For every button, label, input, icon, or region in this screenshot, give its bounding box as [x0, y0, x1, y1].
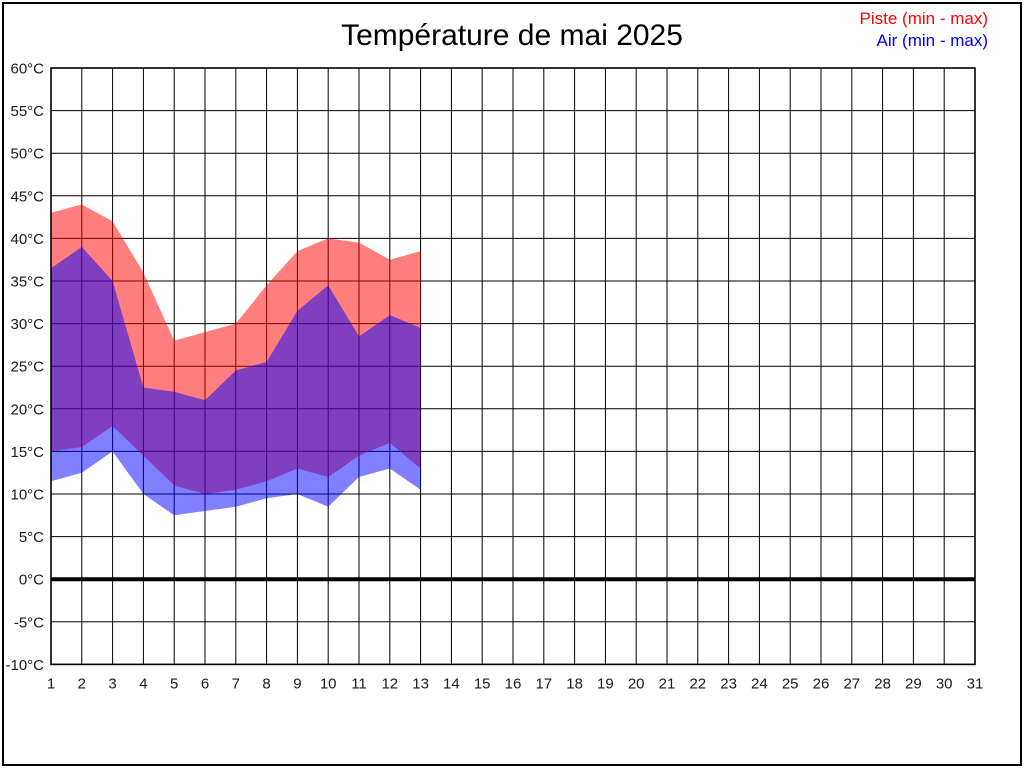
x-axis-label: 28	[874, 675, 891, 692]
x-axis-label: 13	[412, 675, 429, 692]
x-axis-label: 9	[293, 675, 301, 692]
y-axis-label: 0°C	[19, 572, 44, 589]
x-axis-label: 31	[967, 675, 984, 692]
x-axis-label: 25	[782, 675, 799, 692]
x-axis-label: 29	[905, 675, 922, 692]
y-axis-label: 35°C	[10, 274, 44, 291]
x-axis-label: 18	[566, 675, 583, 692]
y-axis-label: 45°C	[10, 188, 44, 205]
y-axis-label: 5°C	[19, 529, 44, 546]
x-axis-label: 11	[351, 675, 367, 692]
x-axis-label: 4	[139, 675, 147, 692]
x-axis-label: 26	[813, 675, 830, 692]
x-axis-label: 30	[936, 675, 953, 692]
plot-frame	[50, 67, 976, 666]
x-axis-label: 6	[201, 675, 209, 692]
x-axis-label: 3	[108, 675, 116, 692]
x-axis-label: 14	[443, 675, 460, 692]
legend: Piste (min - max) Air (min - max)	[860, 8, 988, 52]
x-axis-label: 23	[720, 675, 737, 692]
y-axis-label: 10°C	[10, 487, 44, 504]
y-axis-label: 50°C	[10, 146, 44, 163]
x-axis-label: 1	[47, 675, 55, 692]
x-axis-label: 17	[535, 675, 552, 692]
y-axis-label: 40°C	[10, 231, 44, 248]
x-axis-label: 15	[474, 675, 491, 692]
y-axis-label: 60°C	[10, 61, 44, 78]
x-axis-label: 5	[170, 675, 178, 692]
y-axis-label: 20°C	[10, 401, 44, 418]
x-axis-label: 10	[320, 675, 337, 692]
x-axis-label: 8	[262, 675, 270, 692]
y-axis-label: 25°C	[10, 359, 44, 376]
y-axis-label: 55°C	[10, 103, 44, 120]
x-axis-label: 2	[78, 675, 86, 692]
x-axis-label: 24	[751, 675, 768, 692]
x-axis-label: 21	[659, 675, 676, 692]
legend-item-air: Air (min - max)	[876, 31, 988, 50]
air-band	[51, 246, 421, 516]
legend-item-piste: Piste (min - max)	[859, 9, 988, 28]
chart-title: Température de mai 2025	[341, 19, 683, 52]
y-axis-label: -5°C	[14, 614, 44, 631]
y-axis-label: 15°C	[10, 444, 44, 461]
x-axis-label: 20	[628, 675, 645, 692]
y-axis-label: -10°C	[5, 657, 44, 674]
x-axis-label: 16	[505, 675, 522, 692]
x-axis-label: 27	[843, 675, 860, 692]
x-axis-label: 19	[597, 675, 614, 692]
x-axis-label: 12	[381, 675, 398, 692]
x-axis-label: 7	[232, 675, 240, 692]
y-axis-label: 30°C	[10, 316, 44, 333]
x-axis-label: 22	[689, 675, 706, 692]
